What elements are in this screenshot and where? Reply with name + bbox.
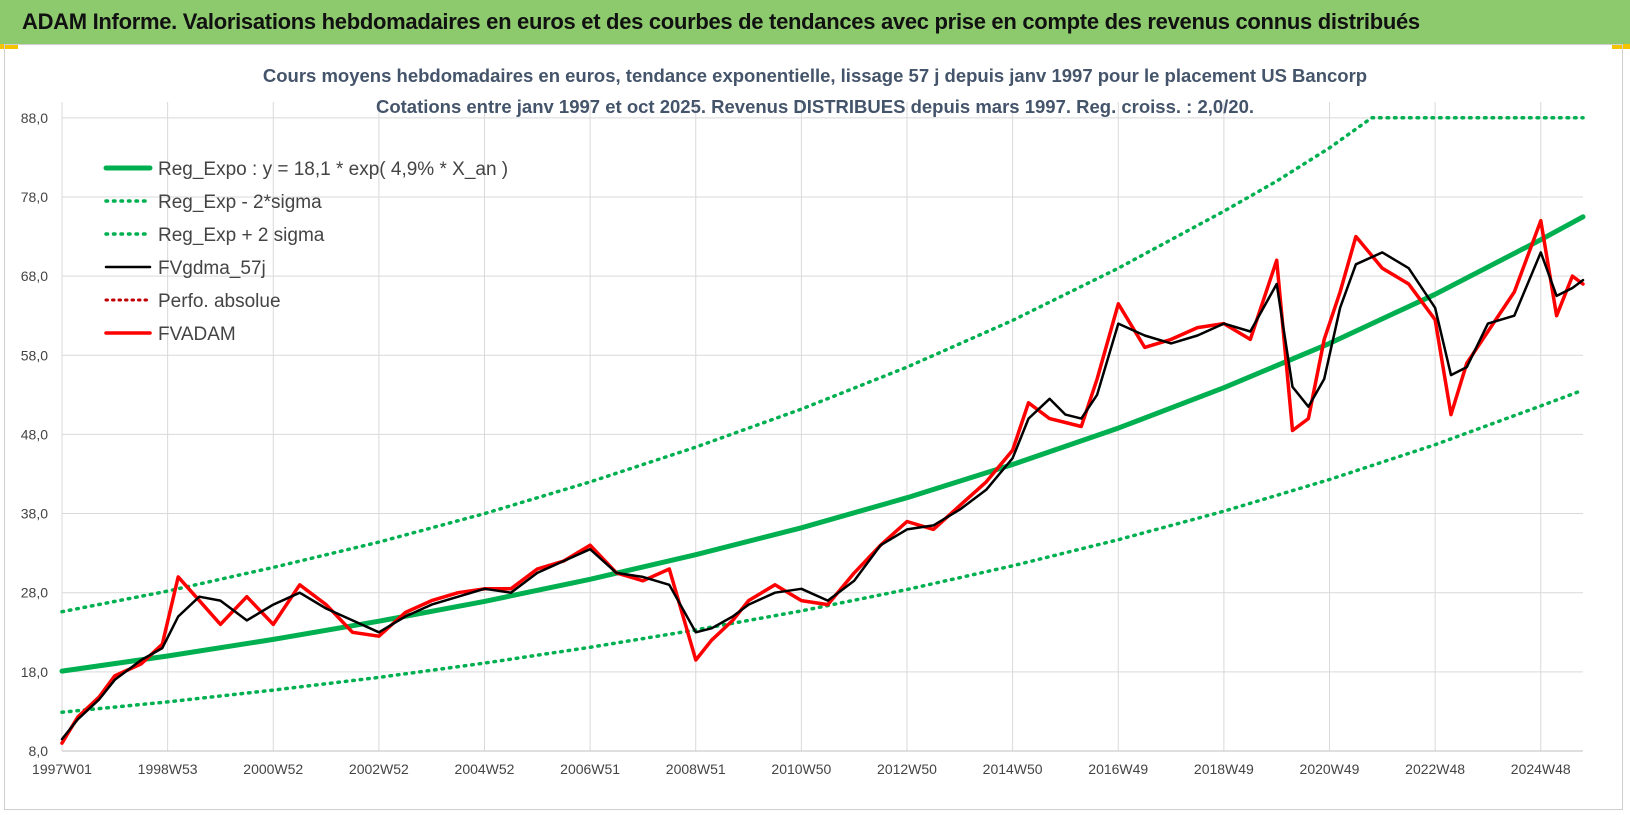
series-line-5 [60,218,1585,745]
corner-marker-left [0,44,18,49]
x-tick-label: 2004W52 [455,761,515,777]
x-tick-label: 2012W50 [877,761,937,777]
series-line-3 [60,251,1585,741]
chart-frame [4,44,1623,810]
chart-title: Cours moyens hebdomadaires en euros, ten… [263,65,1367,86]
x-tick-label: 1998W53 [138,761,198,777]
x-tick-label: 2020W49 [1300,761,1360,777]
x-tick-label: 2008W51 [666,761,726,777]
x-tick-label: 2016W49 [1088,761,1148,777]
y-tick-label: 88,0 [21,110,48,126]
series-lines [59,116,1586,745]
chart-canvas: 8,0 18,0 28,0 38,0 48,0 58,0 68,0 78,0 88,0 1997… [21,65,1586,777]
series-line-1 [60,388,1585,714]
x-tick-label: 2000W52 [243,761,303,777]
y-tick-label: 8,0 [29,743,49,759]
series-line-2 [60,116,1585,614]
y-tick-label: 78,0 [21,189,48,205]
chart-legend: Reg_Expo : y = 18,1 * exp( 4,9% * X_an )… [103,159,508,345]
report-banner-title: ADAM Informe. Valorisations hebdomadaire… [22,9,1420,34]
legend-label: Reg_Exp + 2 sigma [158,225,325,246]
y-tick-label: 68,0 [21,268,48,284]
y-tick-label: 28,0 [21,585,48,601]
x-tick-label: 2014W50 [983,761,1043,777]
chart-subtitle: Cotations entre janv 1997 et oct 2025. R… [376,96,1254,117]
x-axis-tick-labels: 1997W01 1998W53 2000W52 2002W52 2004W52 2006W… [32,761,1571,777]
series-line-0 [59,214,1586,674]
y-tick-label: 38,0 [21,506,48,522]
corner-marker-right [1612,44,1630,49]
series-line-4 [60,219,1585,745]
x-tick-label: 2002W52 [349,761,409,777]
grid-lines [61,102,1583,752]
y-tick-label: 48,0 [21,426,48,442]
x-tick-label: 2018W49 [1194,761,1254,777]
x-tick-label: 2022W48 [1405,761,1465,777]
legend-label: Reg_Expo : y = 18,1 * exp( 4,9% * X_an ) [158,159,508,180]
legend-label: Perfo. absolue [158,291,281,312]
legend-label: FVgdma_57j [158,258,266,279]
x-tick-label: 2010W50 [771,761,831,777]
y-axis-tick-labels: 8,0 18,0 28,0 38,0 48,0 58,0 68,0 78,0 88,0 [21,110,48,759]
x-tick-label: 2006W51 [560,761,620,777]
y-tick-label: 18,0 [21,664,48,680]
y-tick-label: 58,0 [21,347,48,363]
x-tick-label: 1997W01 [32,761,92,777]
legend-label: FVADAM [158,324,236,345]
x-tick-label: 2024W48 [1511,761,1571,777]
report-banner: ADAM Informe. Valorisations hebdomadaire… [0,0,1630,44]
legend-label: Reg_Exp - 2*sigma [158,192,322,213]
